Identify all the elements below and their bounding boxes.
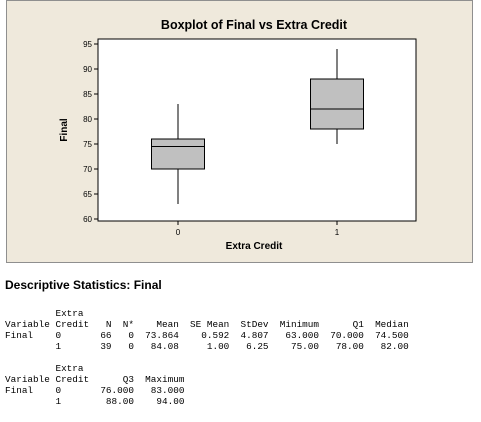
stats-line: 1 39 0 84.08 1.00 6.25 75.00 78.00 82.00 xyxy=(5,341,409,352)
x-tick-label: 1 xyxy=(335,228,340,237)
stats-line: 1 88.00 94.00 xyxy=(5,396,185,407)
box xyxy=(310,78,364,130)
chart-title: Boxplot of Final vs Extra Credit xyxy=(161,18,348,32)
box xyxy=(151,138,205,170)
x-axis-label: Extra Credit xyxy=(226,241,283,252)
y-tick-label: 80 xyxy=(83,115,92,124)
y-tick-label: 75 xyxy=(83,140,92,149)
y-axis: 60 65 70 75 80 85 90 95 xyxy=(83,40,98,224)
y-tick-label: 60 xyxy=(83,215,92,224)
y-tick-label: 70 xyxy=(83,165,92,174)
y-axis-label: Final xyxy=(59,118,70,142)
boxplot-chart: Boxplot of Final vs Extra Credit 60 65 70 7… xyxy=(59,18,417,252)
stats-line: Extra xyxy=(5,363,84,374)
stats-line: Final 0 76.000 83.000 xyxy=(5,385,185,396)
plot-area xyxy=(97,38,417,222)
stats-line: Final 0 66 0 73.864 0.592 4.807 63.000 7… xyxy=(5,330,409,341)
stats-line: Variable Credit N N* Mean SE Mean StDev … xyxy=(5,319,409,330)
stats-line: Variable Credit Q3 Maximum xyxy=(5,374,185,385)
stats-heading: Descriptive Statistics: Final xyxy=(5,278,162,292)
stats-line: Extra xyxy=(5,308,84,319)
box-group-0 xyxy=(151,104,205,204)
y-tick-label: 95 xyxy=(83,40,92,49)
boxes xyxy=(151,49,364,204)
boxplot-chart-panel: Boxplot of Final vs Extra Credit 60 65 70 7… xyxy=(6,0,473,263)
box-group-1 xyxy=(310,49,364,144)
y-tick-label: 85 xyxy=(83,90,92,99)
y-tick-label: 90 xyxy=(83,65,92,74)
y-tick-label: 65 xyxy=(83,190,92,199)
x-tick-label: 0 xyxy=(176,228,181,237)
